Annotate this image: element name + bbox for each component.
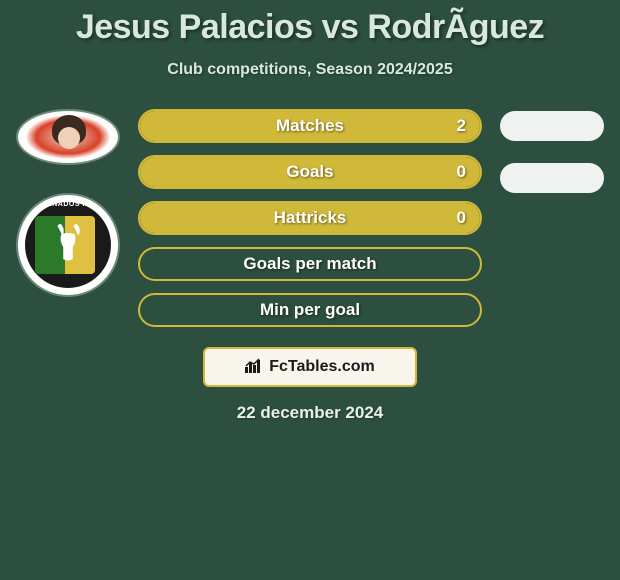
stat-label: Min per goal [260,300,360,320]
stat-bar: Goals 0 [138,155,482,189]
stat-label: Matches [276,116,344,136]
deer-svg [46,221,90,265]
page-title: Jesus Palacios vs RodrÃ­guez [0,8,620,47]
right-pills [492,109,612,339]
player2-avatar: ENADOS F. [16,193,120,297]
opponent-stat-pill [500,163,604,193]
stat-bar: Hattricks 0 [138,201,482,235]
stat-label: Goals per match [243,254,376,274]
site-name: FcTables.com [269,358,375,376]
stat-value: 2 [457,116,466,136]
stat-bar: Goals per match [138,247,482,281]
chart-icon [245,357,263,378]
site-badge[interactable]: FcTables.com [203,347,417,387]
player1-avatar [16,109,120,165]
subtitle: Club competitions, Season 2024/2025 [0,61,620,79]
deer-icon [46,221,90,275]
stat-value: 0 [457,208,466,228]
team-logo-label: ENADOS F. [18,201,118,208]
stat-label: Goals [286,162,333,182]
comparison-card: Jesus Palacios vs RodrÃ­guez Club compet… [0,0,620,423]
stat-bar: Min per goal [138,293,482,327]
stat-label: Hattricks [274,208,347,228]
stat-value: 0 [457,162,466,182]
stats-column: Matches 2 Goals 0 Hattricks 0 Goals per match M… [128,109,492,339]
left-avatars: ENADOS F. [8,109,128,339]
stat-bar: Matches 2 [138,109,482,143]
main-area: ENADOS F. Matches2Goals0Hattricks0Goals … [0,109,620,339]
footer-date: 22 december 2024 [0,403,620,423]
opponent-stat-pill [500,111,604,141]
